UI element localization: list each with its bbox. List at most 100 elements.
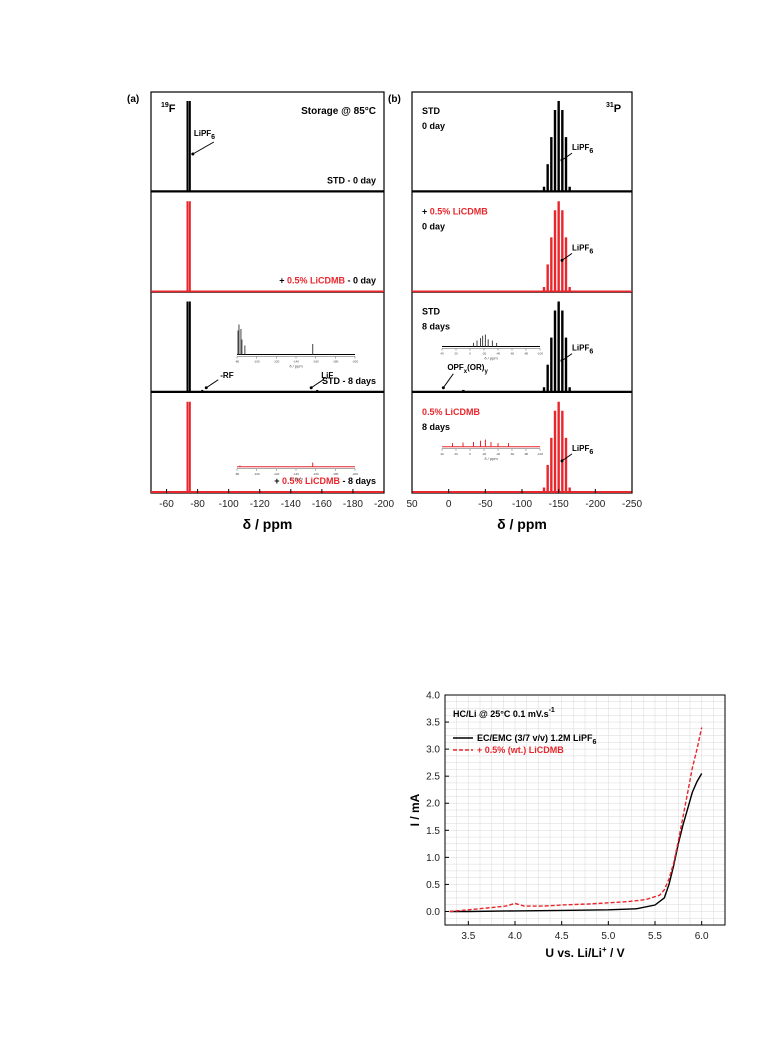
- legend-entry-2: + 0.5% (wt.) LiCDMB: [477, 745, 564, 755]
- y-tick-label-2: 0.5: [426, 880, 440, 891]
- inset-xlabel: δ / ppm: [289, 476, 303, 481]
- nucleus-label: 31P: [606, 102, 621, 115]
- peak-annotation-2: OPFx(OR)y: [447, 363, 488, 375]
- peak-annotation-1: -RF: [220, 371, 233, 380]
- subplot-label: STD - 0 day: [327, 175, 376, 185]
- inset-tick-label-6: -180: [332, 360, 338, 364]
- subplot-1: STD 0 day LiPF6: [412, 101, 632, 193]
- x-tick-label-6: -200: [585, 499, 605, 510]
- y-tick-label-9: 4.0: [426, 691, 440, 702]
- panel-label: (b): [388, 94, 401, 105]
- inset-tick-label-7: -80: [524, 452, 529, 456]
- x-tick-label-5: -150: [549, 499, 569, 510]
- y-tick-label-1: 0.0: [426, 907, 440, 918]
- subplot-label-line2: 0 day: [422, 221, 445, 231]
- panel-label: (a): [127, 94, 139, 105]
- y-tick-label-4: 1.5: [426, 826, 440, 837]
- legend-entry-1: EC/EMC (3/7 v/v) 1.2M LiPF6: [477, 733, 597, 746]
- x-tick-label-5: 5.5: [648, 931, 662, 942]
- annotation-arrow: [310, 379, 324, 389]
- inset-tick-label-5: -40: [496, 352, 501, 356]
- peak-annotation-2: LiF: [321, 371, 333, 380]
- subplot-label-line2: 0 day: [422, 121, 445, 131]
- annotation-arrow: [192, 141, 215, 155]
- x-tick-label-7: -180: [343, 499, 363, 510]
- arrow-head: [191, 152, 195, 156]
- chart-title: HC/Li @ 25°C 0.1 mV.s-1: [453, 707, 555, 719]
- arrow-head: [560, 158, 564, 162]
- annotation-arrow: [442, 373, 454, 389]
- inset-tick-label-2: -100: [254, 472, 260, 476]
- inset-tick-label-4: -20: [482, 452, 487, 456]
- inset-4: -80 -100 -120 -140 -160 -180 -200 δ / ppm: [235, 462, 358, 481]
- x-tick-label-6: 6.0: [695, 931, 709, 942]
- subplot-1: STD - 0 day LiPF6: [151, 101, 384, 193]
- y-tick-label-5: 2.0: [426, 799, 440, 810]
- x-axis-label: δ / ppm: [243, 516, 293, 532]
- x-tick-label-3: 4.5: [555, 931, 569, 942]
- arrow-head: [441, 386, 445, 390]
- inset-4: 40 20 0 -20 -40 -60 -80 -100 δ / ppm: [440, 439, 543, 461]
- subplot-label: STD - 8 days: [322, 376, 376, 386]
- inset-tick-label-8: -100: [537, 352, 543, 356]
- y-tick-label-6: 2.5: [426, 772, 440, 783]
- subplot-label: + 0.5% LiCDMB - 0 day: [279, 276, 376, 286]
- subplot-2: + 0.5% LiCDMB 0 day LiPF6: [412, 201, 632, 293]
- x-tick-label-8: -200: [374, 499, 394, 510]
- inset-tick-label-2: 20: [454, 452, 458, 456]
- subplot-label-line2: 8 days: [422, 422, 450, 432]
- arrow-head: [560, 459, 564, 463]
- subplot-label-line1: STD: [422, 106, 441, 116]
- cv-chart: 3.5 4.0 4.5 5.0 5.5 6.0 0.0 0.5 1.0 1.5 2.0 2.5 3.0 3…: [408, 691, 726, 960]
- annotation-arrow: [561, 152, 573, 161]
- peak-annotation-1: LiPF6: [572, 444, 593, 456]
- arrow-head: [560, 258, 564, 262]
- inset-xlabel: δ / ppm: [289, 364, 303, 369]
- inset-tick-label-4: -140: [293, 360, 299, 364]
- inset-tick-label-3: 0: [469, 352, 471, 356]
- nucleus-label: 19F: [161, 102, 176, 115]
- inset-xlabel: δ / ppm: [484, 456, 498, 461]
- subplot-label-line1: STD: [422, 307, 441, 317]
- x-tick-label-1: 50: [406, 499, 418, 510]
- inset-3: -80 -100 -120 -140 -160 -180 -200 δ / ppm: [235, 324, 358, 369]
- x-tick-label-2: -80: [190, 499, 205, 510]
- inset-tick-label-5: -160: [313, 472, 319, 476]
- x-axis-label: U vs. Li/Li+ / V: [545, 945, 624, 960]
- inset-xlabel: δ / ppm: [484, 356, 498, 361]
- plot-frame: [444, 694, 726, 926]
- arrow-head: [560, 359, 564, 363]
- inset-tick-label-3: -120: [273, 360, 279, 364]
- inset-tick-label-1: -80: [235, 472, 240, 476]
- x-tick-label-7: -250: [622, 499, 642, 510]
- x-tick-label-3: -100: [219, 499, 239, 510]
- subplot-label-line2: 8 days: [422, 322, 450, 332]
- inset-3: 40 20 0 -20 -40 -60 -80 -100 δ / ppm: [440, 334, 543, 361]
- subplot-3: STD - 8 days -RF LiF -80 -100 -120 -140 -160 -18…: [151, 301, 384, 394]
- x-tick-label-4: -100: [512, 499, 532, 510]
- annotation-arrow: [205, 379, 219, 389]
- x-tick-label-4: -120: [250, 499, 270, 510]
- subplot-label-line1: + 0.5% LiCDMB: [422, 206, 488, 216]
- subplot-4: + 0.5% LiCDMB - 8 days -80 -100 -120 -140 -16…: [151, 401, 384, 493]
- arrow-head: [204, 386, 208, 390]
- inset-tick-label-5: -160: [313, 360, 319, 364]
- annotation-arrow: [561, 353, 573, 362]
- x-axis-label: δ / ppm: [497, 516, 547, 532]
- series-2: [449, 727, 703, 913]
- inset-tick-label-3: 0: [469, 452, 471, 456]
- inset-tick-label-6: -60: [510, 452, 515, 456]
- x-tick-label-6: -160: [312, 499, 332, 510]
- inset-tick-label-6: -60: [510, 352, 515, 356]
- inset-tick-label-1: -80: [235, 360, 240, 364]
- x-tick-label-5: -140: [281, 499, 301, 510]
- peak-annotation-1: LiPF6: [572, 143, 593, 155]
- y-tick-label-8: 3.5: [426, 718, 440, 729]
- nmr-panel-2: (b) 31P STD 0 day LiPF6 + 0.5% LiCDMB 0 day LiP…: [388, 91, 642, 532]
- annotation-arrow: [561, 252, 573, 261]
- y-axis-label: I / mA: [408, 793, 422, 826]
- inset-tick-label-8: -100: [537, 452, 543, 456]
- inset-tick-label-1: 40: [440, 452, 444, 456]
- inset-tick-label-2: 20: [454, 352, 458, 356]
